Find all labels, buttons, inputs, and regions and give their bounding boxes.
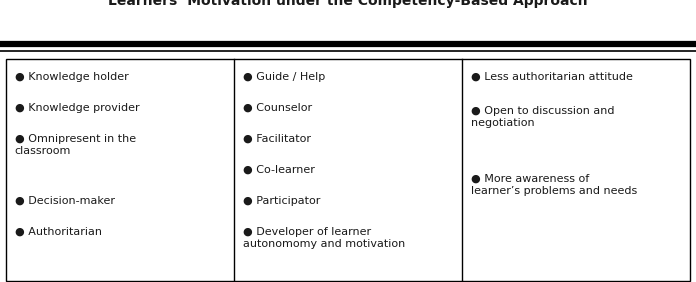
Text: ● Co-learner: ● Co-learner — [243, 165, 315, 175]
Text: Learners’ Motivation under the Competency-Based Approach: Learners’ Motivation under the Competenc… — [108, 0, 588, 8]
Text: ● Developer of learner
autonomomy and motivation: ● Developer of learner autonomomy and mo… — [243, 227, 405, 249]
Text: ● Knowledge holder: ● Knowledge holder — [15, 72, 128, 82]
Bar — [6, 59, 690, 281]
Text: ● Counselor: ● Counselor — [243, 103, 312, 113]
Text: ● Open to discussion and
negotiation: ● Open to discussion and negotiation — [471, 106, 615, 128]
Text: ● Guide / Help: ● Guide / Help — [243, 72, 325, 82]
Text: ● Less authoritarian attitude: ● Less authoritarian attitude — [471, 72, 633, 82]
Text: ● Omnipresent in the
classroom: ● Omnipresent in the classroom — [15, 134, 136, 156]
Text: ● Knowledge provider: ● Knowledge provider — [15, 103, 139, 113]
Text: ● Participator: ● Participator — [243, 196, 320, 206]
Text: ● Facilitator: ● Facilitator — [243, 134, 311, 144]
Text: ● More awareness of
learner’s problems and needs: ● More awareness of learner’s problems a… — [471, 173, 638, 196]
Text: ● Authoritarian: ● Authoritarian — [15, 227, 102, 237]
Text: ● Decision-maker: ● Decision-maker — [15, 196, 115, 206]
